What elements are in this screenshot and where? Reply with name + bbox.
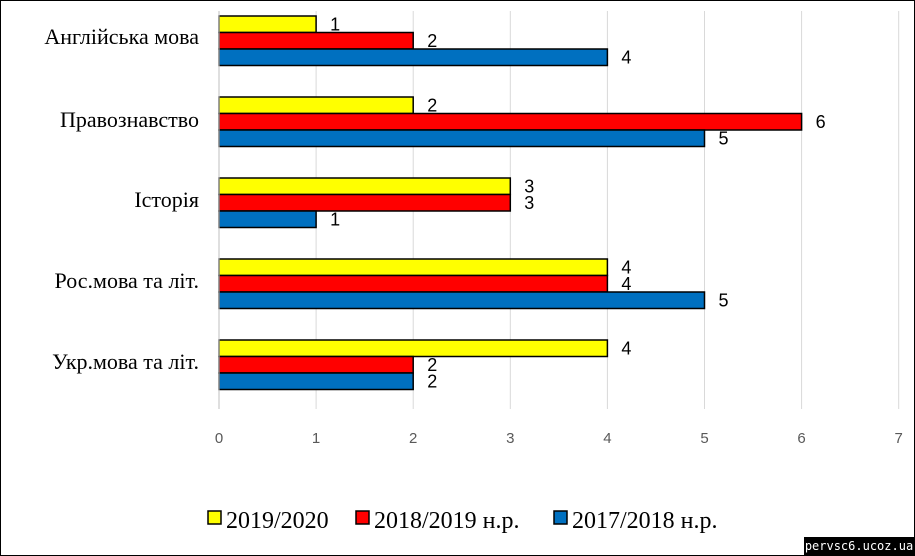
data-label: 4 [621,258,631,278]
data-label: 4 [621,339,631,359]
watermark-box: pervsc6.ucoz.ua [804,537,914,555]
data-label: 2 [427,31,437,51]
legend-label: 2017/2018 н.р. [572,508,718,534]
data-label: 3 [524,193,534,213]
data-label: 2 [427,96,437,116]
bar [218,355,414,374]
data-label: 5 [719,291,729,311]
x-tick-label: 2 [409,430,417,447]
bar [218,339,609,358]
bar [218,96,414,115]
category-label: Англійська мова [44,24,199,49]
bar [218,258,609,277]
data-label: 1 [330,15,340,35]
legend-swatch [207,510,222,525]
x-tick-label: 4 [603,430,611,447]
watermark-text: pervsc6.ucoz.ua [805,539,913,553]
bar [218,15,317,34]
legend-swatch [553,510,568,525]
legend-label: 2019/2020 [226,508,329,534]
x-tick-label: 1 [312,430,320,447]
bar [218,274,609,293]
category-label: Рос.мова та літ. [55,268,199,293]
x-tick-label: 6 [797,430,805,447]
category-label: Історія [134,187,199,212]
data-label: 4 [621,274,631,294]
data-label: 5 [719,129,729,149]
bar [218,291,706,310]
bar [218,31,414,50]
bar [218,193,512,212]
bar [218,129,706,148]
category-label: Правознавство [60,107,199,132]
data-label: 1 [330,210,340,230]
bar [218,112,803,131]
category-label: Укр.мова та літ. [52,349,199,374]
x-tick-label: 3 [506,430,514,447]
x-tick-label: 7 [895,430,903,447]
data-label: 2 [427,372,437,392]
data-label: 4 [621,48,631,68]
bar [218,210,317,229]
data-label: 6 [816,112,826,132]
bar [218,48,609,67]
legend-swatch [355,510,370,525]
x-tick-label: 5 [700,430,708,447]
data-label: 2 [427,355,437,375]
legend-label: 2018/2019 н.р. [374,508,520,534]
x-tick-label: 0 [215,430,223,447]
data-label: 3 [524,177,534,197]
bar [218,372,414,391]
bar [218,177,512,196]
